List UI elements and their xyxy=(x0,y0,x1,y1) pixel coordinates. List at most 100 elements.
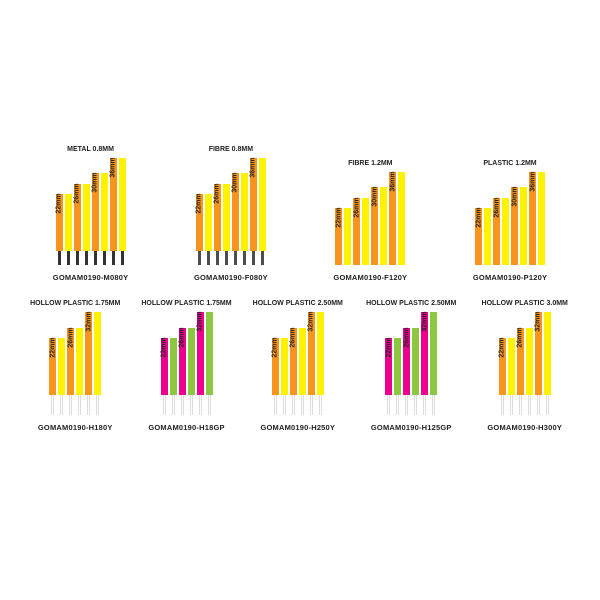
bar: 26mm xyxy=(517,328,524,396)
insert-stem xyxy=(103,251,106,265)
insert-stem xyxy=(208,395,211,415)
bar-wrap xyxy=(206,312,213,415)
bar: 22mm xyxy=(161,338,168,395)
bar xyxy=(398,172,405,266)
product-code: GOMAM0190-P120Y xyxy=(473,273,547,282)
bar: 22mm xyxy=(385,338,392,395)
insert-stem xyxy=(58,251,61,265)
bar-label: 22mm xyxy=(499,338,506,358)
insert-stem xyxy=(76,251,79,265)
bar-label: 26mm xyxy=(493,197,500,217)
bar-wrap: 22mm xyxy=(161,338,168,415)
bar-wrap xyxy=(362,198,369,266)
bar-wrap xyxy=(205,194,212,265)
product-code: GOMAM0190-F120Y xyxy=(333,273,407,282)
insert-stem xyxy=(96,395,99,415)
insert-stem xyxy=(423,395,426,415)
bars-container: 22mm26mm30mm36mm xyxy=(56,158,126,266)
bar-wrap: 26mm xyxy=(353,198,360,266)
bar-label: 32mm xyxy=(535,312,542,332)
bar xyxy=(65,194,72,251)
insert-stem xyxy=(163,395,166,415)
bar xyxy=(508,338,515,395)
bar-wrap: 30mm xyxy=(92,173,99,265)
bar-label: 22mm xyxy=(161,338,168,358)
bar: 26mm xyxy=(353,198,360,266)
bar-wrap xyxy=(526,328,533,416)
bar-wrap: 32mm xyxy=(535,312,542,415)
insert-stem xyxy=(69,395,72,415)
bar-label: 26mm xyxy=(179,327,186,347)
bar-wrap: 22mm xyxy=(385,338,392,415)
bar-wrap: 26mm xyxy=(74,184,81,266)
bar-label: 36mm xyxy=(529,171,536,191)
insert-stem xyxy=(51,395,54,415)
bar: 32mm xyxy=(197,312,204,395)
insert-stem xyxy=(198,251,201,265)
bar-label: 30mm xyxy=(511,187,518,207)
bar-wrap xyxy=(544,312,551,415)
bar-label: 30mm xyxy=(92,173,99,193)
bar: 26mm xyxy=(403,328,410,396)
insert-stem xyxy=(87,395,90,415)
bar xyxy=(430,312,437,395)
product-group: FIBRE 1.2MM22mm26mm30mm36mmGOMAM0190-F12… xyxy=(333,172,407,283)
product-group: HOLLOW PLASTIC 3.0MM22mm26mm32mmGOMAM019… xyxy=(487,312,562,432)
insert-stem xyxy=(216,251,219,265)
bars-container: 22mm26mm30mm36mm xyxy=(335,172,405,266)
bar-label: 22mm xyxy=(49,338,56,358)
chart-row: HOLLOW PLASTIC 1.75MM22mm26mm32mmGOMAM01… xyxy=(20,312,580,432)
insert-stem xyxy=(537,395,540,415)
product-code: GOMAM0190-F080Y xyxy=(194,273,268,282)
bar: 30mm xyxy=(232,173,239,251)
insert-stem xyxy=(207,251,210,265)
bar: 26mm xyxy=(214,184,221,252)
bar xyxy=(259,158,266,252)
product-code: GOMAM0190-H18GP xyxy=(148,423,224,432)
bar-wrap xyxy=(119,158,126,266)
bar-wrap: 30mm xyxy=(232,173,239,265)
bar-wrap: 30mm xyxy=(511,187,518,265)
bar-wrap xyxy=(538,172,545,266)
bar-wrap xyxy=(188,328,195,416)
insert-stem xyxy=(301,395,304,415)
insert-stem xyxy=(310,395,313,415)
insert-stem xyxy=(190,395,193,415)
bar: 26mm xyxy=(74,184,81,252)
chart-container: METAL 0.8MM22mm26mm30mm36mmGOMAM0190-M08… xyxy=(20,158,580,463)
bar-wrap: 36mm xyxy=(529,172,536,266)
group-title: FIBRE 1.2MM xyxy=(310,160,430,167)
bar-wrap: 36mm xyxy=(250,158,257,266)
insert-stem xyxy=(528,395,531,415)
bar xyxy=(241,173,248,251)
bar xyxy=(299,328,306,396)
bar-label: 30mm xyxy=(371,187,378,207)
product-code: GOMAM0190-H125GP xyxy=(371,423,452,432)
insert-stem xyxy=(501,395,504,415)
product-group: HOLLOW PLASTIC 2.50MM22mm26mm32mmGOMAM01… xyxy=(371,312,452,432)
bar xyxy=(119,158,126,252)
bars-container: 22mm26mm32mm xyxy=(385,312,437,415)
bar-wrap xyxy=(83,184,90,266)
bar: 32mm xyxy=(535,312,542,395)
bar-wrap xyxy=(484,208,491,265)
bar-wrap: 32mm xyxy=(308,312,315,415)
bar-wrap: 26mm xyxy=(403,328,410,416)
insert-stem xyxy=(261,251,264,265)
bar: 32mm xyxy=(308,312,315,395)
bar-wrap xyxy=(520,187,527,265)
bar-wrap: 30mm xyxy=(371,187,378,265)
bar: 36mm xyxy=(110,158,117,252)
bar xyxy=(538,172,545,266)
bar xyxy=(188,328,195,396)
insert-stem xyxy=(225,251,228,265)
bar-wrap xyxy=(94,312,101,415)
chart-row: METAL 0.8MM22mm26mm30mm36mmGOMAM0190-M08… xyxy=(20,158,580,283)
insert-stem xyxy=(319,395,322,415)
group-title: HOLLOW PLASTIC 1.75MM xyxy=(15,300,135,307)
bar-wrap: 26mm xyxy=(67,328,74,416)
bar-label: 26mm xyxy=(67,327,74,347)
insert-stem xyxy=(121,251,124,265)
insert-stem xyxy=(67,251,70,265)
bar xyxy=(362,198,369,266)
